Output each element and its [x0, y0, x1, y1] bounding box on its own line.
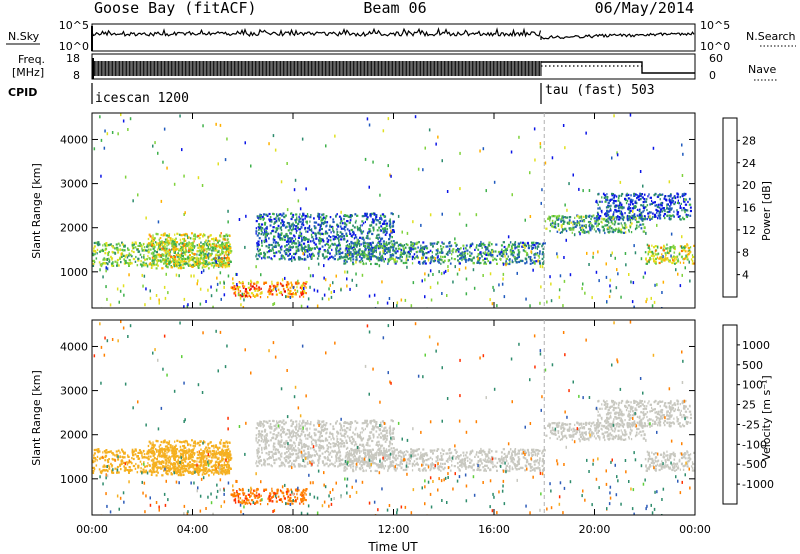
- region-power-1: [147, 232, 233, 270]
- velocity-colorbar: -1000 -500 -100 -25 25 100 500 1000: [722, 324, 774, 505]
- colorbar-tick-label: -100: [742, 438, 767, 451]
- nave-trace: [541, 61, 695, 74]
- nsearch-label: N.Search: [746, 30, 796, 43]
- nsky-tick-bottom: 10^0: [59, 40, 89, 53]
- region-power-4: [343, 240, 546, 266]
- colorbar-tick-label: 100: [742, 379, 763, 392]
- velocity-scatter: [92, 320, 695, 515]
- y-tick-label: 1000: [60, 266, 88, 279]
- nave-label: Nave: [748, 63, 776, 76]
- y-tick-label: 1000: [60, 473, 88, 486]
- x-axis-label: Time UT: [367, 540, 418, 554]
- cpid-label: CPID: [8, 86, 37, 99]
- y-tick-label: 4000: [60, 133, 88, 146]
- nsearch-tick-bottom: 10^0: [700, 40, 730, 53]
- x-tick-label: 04:00: [177, 523, 209, 536]
- x-tick-label: 12:00: [378, 523, 410, 536]
- colorbar-tick-label: -25: [742, 418, 760, 431]
- colorbar-tick-label: 28: [742, 134, 756, 147]
- region-velocity-5: [544, 421, 646, 442]
- x-tick-label: 16:00: [478, 523, 510, 536]
- power-colorbar: 4 8 12 16 20 24 28: [722, 117, 756, 298]
- x-tick-label: 00:00: [76, 523, 108, 536]
- power-axes: 1000 2000 3000 4000: [60, 113, 696, 308]
- nave-tick-top: 60: [709, 52, 723, 65]
- nsky-trace: [91, 26, 542, 38]
- region-power-3: [255, 212, 396, 261]
- colorbar-tick-label: 1000: [742, 339, 770, 352]
- beam-title: Beam 06: [363, 0, 426, 17]
- colorbar-tick-label: 12: [742, 224, 756, 237]
- region-velocity-6: [595, 399, 692, 429]
- y-tick-label: 3000: [60, 385, 88, 398]
- power-panel: 1000 2000 3000 4000 Slant Range [km]: [30, 112, 696, 309]
- colorbar-tick-label: -1000: [742, 478, 774, 491]
- x-tick-label: 00:00: [679, 523, 711, 536]
- nsearch-tick-top: 10^5: [700, 19, 730, 32]
- power-scatter: [92, 113, 695, 308]
- colorbar-tick-label: 25: [742, 399, 756, 412]
- colorbar-tick-label: 4: [742, 269, 749, 282]
- power-colorbar-label: Power [dB]: [760, 181, 773, 241]
- power-ylabel: Slant Range [km]: [30, 163, 43, 259]
- colorbar-tick-label: 20: [742, 179, 756, 192]
- nave-tick-bottom: 0: [709, 69, 716, 82]
- station-title: Goose Bay (fitACF): [94, 0, 257, 17]
- x-tick-label: 20:00: [579, 523, 611, 536]
- freq-label: Freq.: [18, 53, 45, 66]
- x-tick-labels: 00:00 04:00 08:00 12:00 16:00 20:00 00:00: [76, 523, 711, 536]
- velocity-noise: [93, 320, 691, 515]
- velocity-panel: 1000 2000 3000 4000 Slant Range [km]: [30, 319, 696, 516]
- nsky-label: N.Sky: [8, 30, 40, 43]
- freq-unit: [MHz]: [12, 66, 44, 79]
- nsearch-trace: [540, 31, 695, 40]
- colorbar-tick-label: -500: [742, 458, 767, 471]
- y-tick-label: 2000: [60, 222, 88, 235]
- region-velocity-4: [343, 447, 546, 473]
- power-noise: [93, 113, 691, 308]
- velocity-colorbar-label: Velocity [m s⁻¹]: [760, 375, 773, 460]
- y-tick-label: 2000: [60, 429, 88, 442]
- region-power-7: [644, 243, 695, 265]
- freq-tick-bottom: 8: [73, 69, 80, 82]
- cpid-row: CPID icescan 1200 tau (fast) 503: [8, 83, 655, 106]
- freq-trace: [92, 58, 542, 79]
- region-velocity-2: [230, 487, 308, 506]
- colorbar-tick-label: 16: [742, 202, 756, 215]
- date-title: 06/May/2014: [595, 0, 694, 17]
- colorbar-tick-label: 8: [742, 246, 749, 259]
- nsky-panel: N.Sky 10^5 10^0 10^5 10^0 N.Search: [6, 19, 796, 53]
- nsky-tick-top: 10^5: [59, 19, 89, 32]
- cpid-mode-1: icescan 1200: [95, 91, 189, 106]
- cpid-mode-2: tau (fast) 503: [545, 83, 655, 98]
- colorbar-tick-label: 500: [742, 359, 763, 372]
- y-tick-label: 4000: [60, 340, 88, 353]
- x-tick-label: 08:00: [277, 523, 309, 536]
- freq-tick-top: 18: [66, 52, 80, 65]
- velocity-axes: 1000 2000 3000 4000: [60, 320, 696, 515]
- colorbar-tick-label: 24: [742, 157, 756, 170]
- velocity-ylabel: Slant Range [km]: [30, 370, 43, 466]
- region-velocity-7: [644, 450, 695, 472]
- region-velocity-3: [255, 419, 396, 468]
- freq-panel: Freq. [MHz] 18 8 60 0 Nave: [12, 52, 778, 82]
- y-tick-label: 3000: [60, 178, 88, 191]
